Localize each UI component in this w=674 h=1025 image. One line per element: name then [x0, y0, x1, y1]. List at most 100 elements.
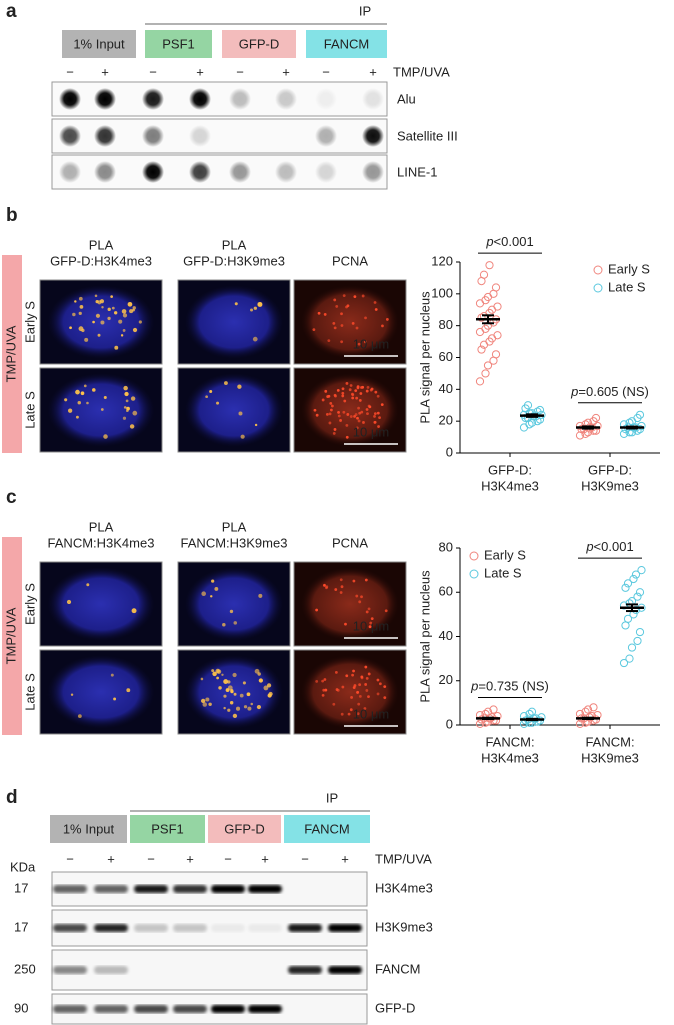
focus — [334, 670, 338, 674]
panel-label: d — [6, 787, 18, 808]
focus — [358, 694, 362, 698]
focus — [360, 676, 364, 680]
focus — [383, 696, 387, 700]
focus — [72, 312, 76, 317]
treatment-sign: + — [341, 851, 349, 866]
dot-blot-spot — [229, 161, 251, 183]
western-band — [134, 885, 168, 893]
side-label: TMP/UVA — [3, 325, 18, 382]
focus — [202, 702, 208, 707]
focus — [355, 326, 359, 330]
group-box — [62, 30, 136, 58]
focus — [138, 320, 142, 324]
y-tick-label: 60 — [439, 584, 453, 599]
legend-label: Late S — [484, 565, 522, 580]
western-band — [94, 1005, 128, 1013]
ip-label: IP — [326, 790, 338, 805]
data-point — [475, 719, 485, 728]
focus — [354, 413, 358, 416]
focus — [125, 399, 129, 403]
focus — [250, 308, 254, 312]
dot-blot-spot — [362, 125, 384, 147]
column-header: PLA — [89, 519, 114, 534]
focus — [340, 585, 344, 589]
focus — [113, 697, 117, 701]
focus — [101, 306, 104, 309]
column-header: PLA — [89, 237, 114, 252]
focus — [340, 324, 344, 327]
significance-label: p=0.605 (NS) — [570, 384, 649, 399]
focus — [358, 683, 362, 687]
focus — [234, 302, 238, 306]
focus — [223, 694, 227, 698]
treatment-sign: + — [261, 851, 269, 866]
focus — [355, 396, 359, 400]
nucleus — [300, 655, 400, 729]
focus — [240, 434, 245, 439]
focus — [92, 388, 96, 392]
panel-label: a — [6, 1, 17, 22]
treatment-sign: − — [322, 64, 330, 79]
focus — [384, 609, 388, 613]
group-box — [284, 815, 370, 843]
focus — [351, 673, 355, 677]
x-tick-label: GFP-D: — [488, 462, 532, 477]
significance-part: p — [570, 384, 578, 399]
western-band — [53, 1005, 87, 1013]
focus — [258, 593, 263, 598]
significance-part: p — [485, 235, 493, 250]
focus — [205, 395, 209, 399]
focus — [229, 701, 234, 705]
focus — [323, 583, 326, 587]
focus — [209, 389, 213, 394]
data-point — [575, 719, 585, 728]
nucleus — [184, 373, 284, 447]
data-point — [625, 654, 634, 663]
column-header: PLA — [222, 237, 247, 252]
focus — [333, 298, 337, 302]
focus — [333, 326, 337, 330]
focus — [242, 681, 246, 685]
focus — [341, 685, 345, 689]
treatment-sign: + — [196, 64, 204, 79]
dot-blot-spot — [59, 161, 81, 183]
focus — [356, 691, 359, 694]
legend-label: Late S — [608, 279, 646, 294]
focus — [229, 609, 234, 614]
focus — [227, 680, 231, 684]
focus — [332, 702, 336, 706]
focus — [365, 676, 369, 680]
focus — [378, 682, 382, 686]
focus — [353, 295, 357, 299]
side-bar — [2, 537, 22, 735]
focus — [127, 301, 133, 307]
panel-label: c — [6, 487, 17, 508]
nucleus — [47, 567, 155, 641]
focus — [222, 623, 226, 627]
western-band — [53, 885, 87, 893]
focus — [126, 406, 130, 411]
treatment-label: TMP/UVA — [375, 851, 432, 866]
row-label: Early S — [22, 301, 37, 343]
focus — [201, 591, 206, 597]
dot-blot-spot — [315, 161, 337, 183]
group-box — [306, 30, 387, 58]
focus — [343, 399, 347, 403]
focus — [373, 414, 376, 418]
focus — [333, 428, 337, 431]
focus — [334, 394, 337, 398]
x-tick-label: FANCM: — [485, 734, 534, 749]
focus — [123, 406, 127, 409]
western-band — [248, 885, 282, 893]
focus — [365, 610, 369, 614]
focus — [357, 702, 361, 706]
treatment-sign: + — [186, 851, 194, 866]
focus — [232, 672, 237, 678]
focus — [345, 435, 349, 439]
focus — [247, 706, 252, 711]
y-tick-label: 100 — [431, 285, 453, 300]
nucleus — [47, 373, 155, 447]
data-point — [619, 601, 629, 610]
blot-row-label: LINE-1 — [397, 164, 437, 179]
blot-row-label: Satellite III — [397, 128, 458, 143]
